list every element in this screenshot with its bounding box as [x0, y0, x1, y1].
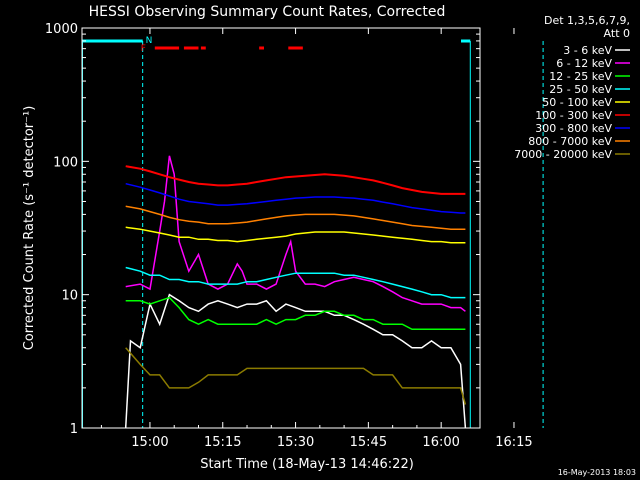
legend-label: 12 - 25 keV: [549, 70, 612, 83]
legend-label: 7000 - 20000 keV: [514, 148, 612, 161]
flare-label: F: [141, 44, 146, 54]
series-line: [125, 155, 466, 312]
x-axis-label: Start Time (18-May-13 14:46:22): [200, 457, 414, 472]
legend-label: 800 - 7000 keV: [528, 135, 612, 148]
x-tick-label: 15:15: [204, 435, 241, 450]
legend-label: 300 - 800 keV: [535, 122, 612, 135]
series-line: [125, 347, 467, 405]
legend-label: 25 - 50 keV: [549, 83, 612, 96]
x-tick-label: 15:30: [277, 435, 314, 450]
series-layer: [124, 155, 467, 429]
legend-label: 50 - 100 keV: [542, 96, 612, 109]
series-line: [124, 293, 467, 429]
x-tick-label: 15:00: [131, 435, 168, 450]
axis-ticks: 15:00 15:15 15:30 15:45 16:00 16:15 1 10 100 1000: [45, 22, 533, 450]
legend-label: 3 - 6 keV: [563, 44, 612, 57]
series-line: [125, 266, 466, 299]
x-tick-label: 16:00: [422, 435, 459, 450]
y-tick-label: 100: [53, 155, 78, 170]
series-line: [125, 296, 466, 331]
plot-frame: [81, 27, 481, 429]
legend-label: 6 - 12 keV: [556, 57, 612, 70]
y-tick-label: 1: [70, 422, 78, 437]
legend-title-line-2: Att 0: [604, 27, 630, 40]
y-tick-label: 10: [61, 289, 78, 304]
timestamp: 16-May-2013 18:03: [558, 468, 636, 477]
x-tick-label: 15:45: [350, 435, 387, 450]
y-axis-label: Corrected Count Rate (s⁻¹ detector⁻¹): [22, 106, 37, 351]
series-line: [125, 165, 466, 195]
night-label: N: [146, 36, 153, 46]
legend-title-line-1: Det 1,3,5,6,7,9,: [544, 14, 630, 27]
series-line: [125, 226, 466, 244]
y-tick-label: 1000: [45, 22, 78, 37]
series-line: [125, 205, 466, 230]
chart-title: HESSI Observing Summary Count Rates, Cor…: [89, 4, 446, 20]
legend-label: 100 - 300 keV: [535, 109, 612, 122]
series-line: [125, 182, 466, 214]
x-tick-label: 16:15: [495, 435, 532, 450]
